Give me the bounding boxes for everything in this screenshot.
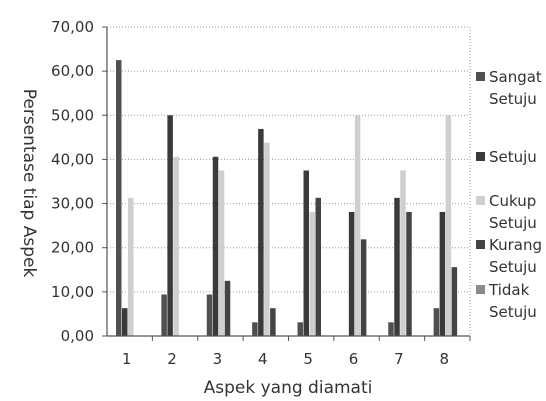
bar (128, 197, 134, 336)
bar (451, 267, 458, 336)
bar (406, 211, 412, 336)
bar (445, 115, 452, 337)
bar (309, 211, 315, 336)
legend-swatch (476, 196, 485, 205)
legend-swatch (476, 240, 485, 249)
bar (116, 60, 122, 336)
bar (394, 197, 400, 336)
bar (218, 170, 225, 336)
x-tick-label: 2 (167, 350, 177, 368)
x-tick-label: 5 (303, 350, 313, 368)
y-axis-ticks: 0,00 10,00 20,00 30,00 40,00 50,00 60,00 70,00 (51, 18, 107, 345)
x-tick-label: 6 (349, 350, 359, 368)
y-tick-label: 20,00 (51, 239, 94, 257)
bar (303, 170, 309, 336)
bar (315, 197, 321, 336)
legend-item: Tidak Setuju (476, 281, 537, 321)
legend-swatch (476, 285, 485, 294)
bar (224, 280, 231, 336)
y-tick-label: 0,00 (61, 327, 94, 345)
y-tick-label: 60,00 (51, 62, 94, 80)
x-tick-label: 7 (394, 350, 404, 368)
legend-label: Setuju (489, 90, 537, 108)
y-tick-label: 10,00 (51, 283, 94, 301)
bar (297, 322, 303, 336)
bar (258, 128, 264, 336)
legend-label: Setuju (489, 214, 537, 232)
bar (360, 239, 367, 336)
bar (264, 142, 270, 336)
x-tick-label: 8 (440, 350, 450, 368)
bar (400, 170, 406, 336)
x-tick-label: 1 (122, 350, 132, 368)
y-tick-label: 40,00 (51, 150, 94, 168)
legend-label: Cukup (489, 192, 536, 210)
bar (388, 322, 394, 336)
bar (439, 211, 446, 336)
bar (354, 115, 361, 337)
bar (206, 294, 213, 336)
legend-item: Cukup Setuju (476, 192, 537, 232)
bar (348, 211, 355, 336)
legend-swatch (476, 72, 485, 81)
bar (173, 156, 179, 336)
legend-item: Kurang Setuju (476, 236, 542, 276)
x-axis-ticks: 1 2 3 4 5 6 7 8 (122, 336, 471, 368)
x-axis-title: Aspek yang diamati (204, 378, 373, 398)
bar (270, 308, 276, 336)
y-tick-label: 50,00 (51, 106, 94, 124)
legend-item: Sangat Setuju (476, 68, 542, 108)
legend-label: Tidak (488, 281, 530, 299)
y-axis-title: Persentase tiap Aspek (19, 89, 39, 278)
axes (106, 27, 470, 337)
legend-item: Setuju (476, 148, 537, 166)
y-tick-label: 30,00 (51, 195, 94, 213)
legend-swatch (476, 152, 485, 161)
bar (252, 322, 258, 336)
x-tick-label: 4 (258, 350, 268, 368)
legend-label: Sangat (489, 68, 542, 86)
x-tick-label: 3 (213, 350, 223, 368)
bar (212, 156, 219, 336)
bar (433, 308, 440, 336)
gridlines (107, 26, 471, 336)
bar (167, 115, 173, 337)
bar (122, 308, 128, 336)
bar (161, 294, 167, 336)
bars (116, 60, 458, 337)
y-tick-label: 70,00 (51, 18, 94, 36)
legend-label: Kurang (489, 236, 542, 254)
legend-label: Setuju (489, 148, 537, 166)
legend-label: Setuju (489, 258, 537, 276)
legend-label: Setuju (489, 303, 537, 321)
legend: Sangat Setuju Setuju Cukup Setuju Kurang Setuj… (476, 68, 542, 321)
